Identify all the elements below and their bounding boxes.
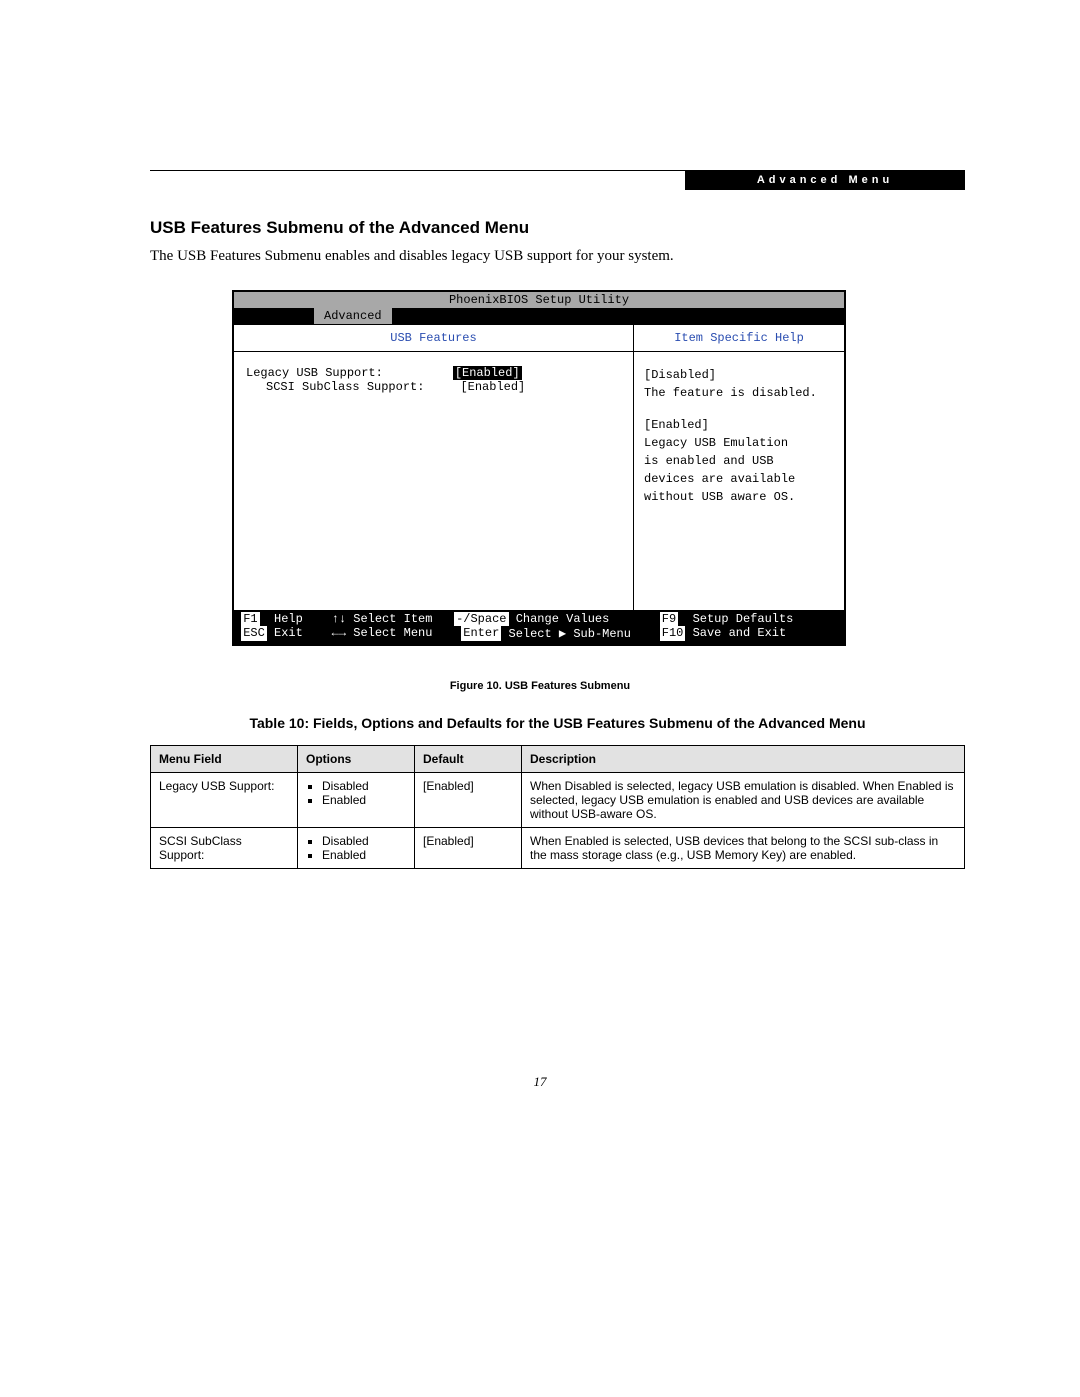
setting-label: Legacy USB Support: — [246, 366, 383, 380]
footer-save: Save and Exit — [693, 626, 787, 641]
footer-nav-menu: ←→ Select Menu — [332, 626, 433, 641]
document-page: Advanced Menu USB Features Submenu of th… — [0, 0, 1080, 1397]
footer-change: Change Values — [516, 612, 610, 626]
key-f9: F9 — [660, 612, 678, 626]
footer-select-sub: Select ▶ Sub-Menu — [509, 626, 631, 641]
option-item: Disabled — [322, 779, 406, 793]
cell-menu: SCSI SubClass Support: — [151, 828, 298, 869]
bios-body: USB Features Legacy USB Support: [Enabled… — [234, 324, 844, 610]
col-header-menu: Menu Field — [151, 746, 298, 773]
intro-text: The USB Features Submenu enables and dis… — [150, 248, 674, 265]
col-header-description: Description — [522, 746, 965, 773]
cell-options: Disabled Enabled — [298, 773, 415, 828]
bios-left-pane: USB Features Legacy USB Support: [Enabled… — [234, 325, 634, 610]
help-line: [Disabled] — [644, 366, 834, 384]
bios-footer: F1 Help ↑↓ Select Item -/Space Change Va… — [234, 610, 844, 644]
cell-options: Disabled Enabled — [298, 828, 415, 869]
cell-description: When Disabled is selected, legacy USB em… — [522, 773, 965, 828]
setting-label: SCSI SubClass Support: — [266, 380, 424, 394]
footer-nav-item: ↑↓ Select Item — [332, 612, 433, 626]
footer-help: Help — [274, 612, 303, 626]
options-table: Menu Field Options Default Description L… — [150, 745, 965, 869]
bios-title: PhoenixBIOS Setup Utility — [234, 292, 844, 308]
col-header-default: Default — [415, 746, 522, 773]
help-line: is enabled and USB — [644, 452, 834, 470]
cell-default: [Enabled] — [415, 773, 522, 828]
help-line: Legacy USB Emulation — [644, 434, 834, 452]
figure-caption: Figure 10. USB Features Submenu — [0, 680, 1080, 692]
help-line: without USB aware OS. — [644, 488, 834, 506]
table-title: Table 10: Fields, Options and Defaults f… — [150, 715, 965, 731]
bios-left-header: USB Features — [234, 325, 633, 352]
setting-scsi-subclass: SCSI SubClass Support: [Enabled] — [246, 380, 621, 394]
bios-help-pane: Item Specific Help [Disabled] The featur… — [634, 325, 844, 610]
bios-tab-row: Advanced — [234, 308, 844, 324]
key-space: -/Space — [454, 612, 508, 626]
table-row: SCSI SubClass Support: Disabled Enabled … — [151, 828, 965, 869]
key-enter: Enter — [461, 626, 501, 641]
footer-defaults: Setup Defaults — [693, 612, 794, 626]
footer-exit: Exit — [274, 626, 303, 641]
help-line: The feature is disabled. — [644, 384, 834, 402]
header-bar: Advanced Menu — [685, 170, 965, 190]
bios-settings-area: Legacy USB Support: [Enabled] SCSI SubCla… — [234, 352, 633, 610]
help-line: [Enabled] — [644, 416, 834, 434]
table-header-row: Menu Field Options Default Description — [151, 746, 965, 773]
table-row: Legacy USB Support: Disabled Enabled [En… — [151, 773, 965, 828]
key-esc: ESC — [241, 626, 267, 641]
bios-tab-advanced: Advanced — [314, 308, 392, 324]
key-f1: F1 — [241, 612, 259, 626]
option-item: Enabled — [322, 793, 406, 807]
bios-help-header: Item Specific Help — [634, 325, 844, 352]
setting-legacy-usb: Legacy USB Support: [Enabled] — [246, 366, 621, 380]
bios-screenshot: PhoenixBIOS Setup Utility Advanced USB F… — [232, 290, 846, 646]
bios-help-text: [Disabled] The feature is disabled. [Ena… — [634, 352, 844, 520]
col-header-options: Options — [298, 746, 415, 773]
cell-menu: Legacy USB Support: — [151, 773, 298, 828]
option-item: Disabled — [322, 834, 406, 848]
section-title: USB Features Submenu of the Advanced Men… — [150, 218, 529, 238]
option-item: Enabled — [322, 848, 406, 862]
key-f10: F10 — [660, 626, 686, 641]
page-number: 17 — [0, 1074, 1080, 1090]
cell-description: When Enabled is selected, USB devices th… — [522, 828, 965, 869]
setting-value-highlighted: [Enabled] — [453, 366, 522, 380]
help-line: devices are available — [644, 470, 834, 488]
setting-value: [Enabled] — [460, 380, 525, 394]
cell-default: [Enabled] — [415, 828, 522, 869]
